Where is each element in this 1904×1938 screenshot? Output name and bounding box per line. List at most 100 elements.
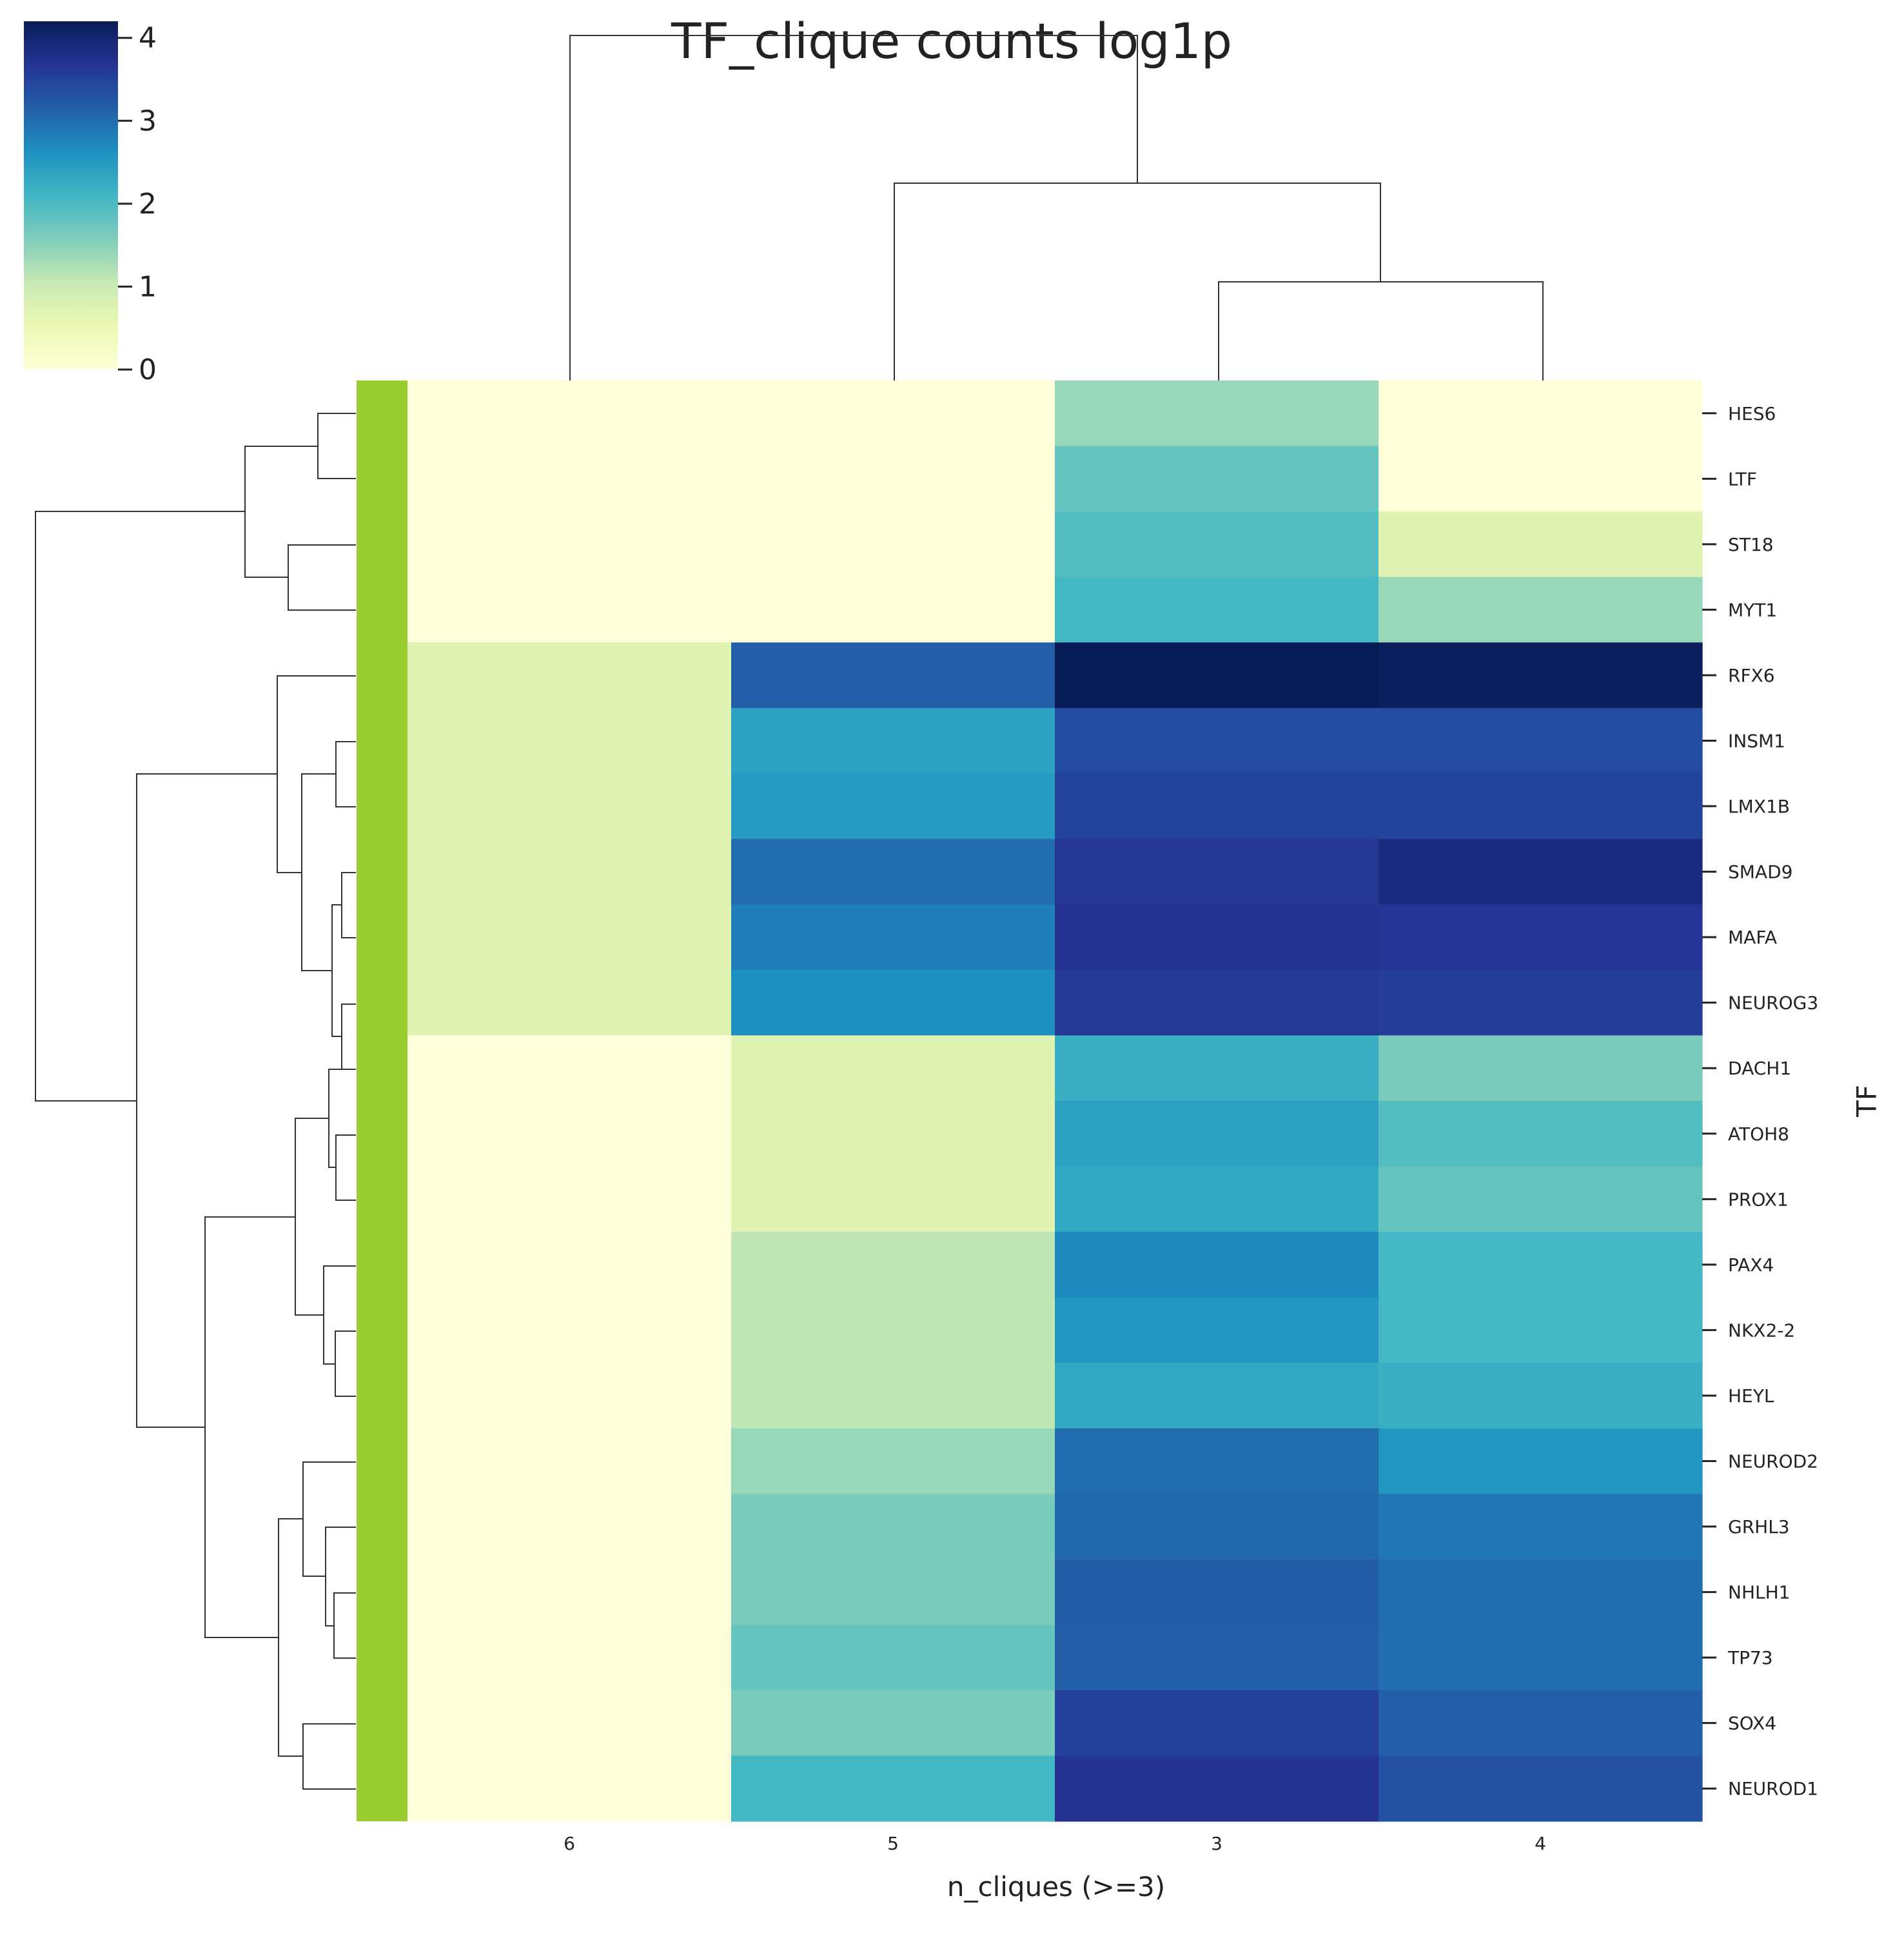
heatmap-cell [407,1559,732,1625]
heatmap-cell [731,1166,1055,1232]
row-tick-label: LTF [1728,468,1757,489]
heatmap-cell [407,1363,732,1429]
heatmap-cell [407,1101,732,1167]
heatmap-cell [1379,1494,1703,1560]
heatmap-cell [1055,1755,1379,1822]
row-dendro-link [335,741,356,807]
row-dendro-link [35,511,245,1102]
row-dendro-link [244,446,318,578]
heatmap-cell [1379,1559,1703,1625]
row-tick-label: NEUROD1 [1728,1778,1818,1799]
heatmap-cell [407,969,732,1036]
chart-title: TF_clique counts log1p [671,12,1232,70]
heatmap-cell [1379,773,1703,840]
heatmap-cell [407,773,732,840]
row-dendro-link [136,773,277,1428]
heatmap-cell [731,1297,1055,1363]
x-axis-label: n_cliques (>=3) [947,1871,1165,1903]
heatmap-cell [1379,1755,1703,1822]
heatmap-cell [1379,446,1703,512]
heatmap-cell [731,1494,1055,1560]
heatmap-cell [1379,1297,1703,1363]
heatmap-cell [1055,1428,1379,1494]
heatmap-cell [1055,1559,1379,1625]
row-dendro-link [302,1723,356,1790]
heatmap-cell [407,1166,732,1232]
row-dendro-link [328,1069,356,1168]
heatmap-cell [731,1625,1055,1691]
heatmap-cell [407,577,732,643]
column-tick-label: 3 [1211,1833,1222,1854]
col-dendro-link-6-rest [569,35,1138,381]
heatmap-cell [407,1755,732,1822]
colorbar-tick-label: 0 [139,353,157,386]
heatmap-cell [731,1559,1055,1625]
heatmap-cell [731,969,1055,1036]
heatmap-cells [407,381,1703,1822]
row-tick-label: NHLH1 [1728,1582,1790,1603]
heatmap-cell [1055,511,1379,578]
heatmap-cell [731,904,1055,971]
heatmap-cell [1055,577,1379,643]
heatmap-cell [1055,1625,1379,1691]
heatmap-cell [407,904,732,971]
row-color-strip [357,381,407,1821]
row-tick-label: MAFA [1728,927,1777,948]
row-dendro-link [333,1592,356,1659]
heatmap-cell [407,511,732,578]
heatmap-cell [1055,904,1379,971]
row-dendro-link [302,1461,356,1577]
heatmap-cell [1379,1625,1703,1691]
heatmap-cell [407,446,732,512]
row-tick-label: ATOH8 [1728,1123,1789,1145]
heatmap-cell [407,1428,732,1494]
heatmap-cell [407,1035,732,1102]
heatmap-cell [1379,1690,1703,1757]
row-tick-label: GRHL3 [1728,1516,1790,1538]
heatmap-cell [1379,1101,1703,1167]
heatmap-cell [731,381,1055,447]
colorbar-tick-label: 2 [139,188,157,221]
heatmap-cell [1055,838,1379,905]
heatmap-cell [407,1494,732,1560]
row-dendro-link [317,413,356,479]
heatmap-cell [1379,1166,1703,1232]
row-tick-label: DACH1 [1728,1058,1791,1079]
heatmap-cell [731,1101,1055,1167]
heatmap-cell [1379,1428,1703,1494]
row-tick-label: SOX4 [1728,1713,1776,1734]
col-dendro-link-3-4 [1218,281,1544,381]
colorbar-tick-label: 1 [139,270,157,303]
heatmap-cell [1055,1101,1379,1167]
row-tick-label: SMAD9 [1728,862,1792,883]
heatmap-cell [1055,707,1379,774]
row-tick-label: MYT1 [1728,599,1777,620]
heatmap-cell [731,577,1055,643]
heatmap-cell [731,707,1055,774]
column-ticks: 6 5 3 4 [564,1833,1546,1854]
heatmap-cell [731,1755,1055,1822]
heatmap-cell [1055,773,1379,840]
heatmap-cell [731,838,1055,905]
heatmap-cell [1055,1494,1379,1560]
column-tick-label: 4 [1535,1833,1546,1854]
row-tick-label: PAX4 [1728,1254,1774,1276]
row-tick-label: RFX6 [1728,665,1775,686]
heatmap-cell [1055,1166,1379,1232]
heatmap-cell [1379,838,1703,905]
row-dendro-link [335,1134,356,1201]
column-dendrogram [569,35,1544,381]
row-tick-label: INSM1 [1728,731,1785,752]
colorbar-tick-label: 3 [139,104,157,137]
heatmap-cell [407,1297,732,1363]
row-tick-label: PROX1 [1728,1189,1789,1210]
heatmap-cell [731,1428,1055,1494]
heatmap-cell [731,1035,1055,1102]
heatmap-cell [1379,969,1703,1036]
row-tick-label: NEUROD2 [1728,1451,1818,1472]
heatmap-cell [731,1690,1055,1757]
row-ticks: HES6 LTF ST18 MYT1 RFX6 INSM1 LMX1B SMAD9 MAFA NE… [1702,403,1818,1799]
heatmap-cell [731,1363,1055,1429]
heatmap-cell [1055,1035,1379,1102]
heatmap-cell [1055,1232,1379,1298]
